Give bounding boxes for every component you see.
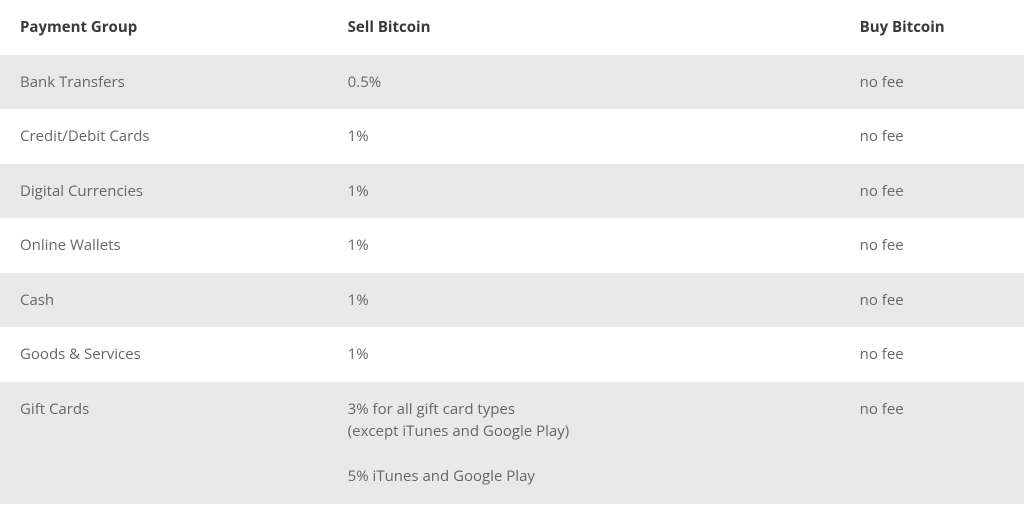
cell-sell: 3% for all gift card types (except iTune… bbox=[328, 382, 840, 504]
cell-buy: no fee bbox=[840, 327, 1024, 382]
table-row: Digital Currencies 1% no fee bbox=[0, 164, 1024, 219]
cell-sell: 1% bbox=[328, 273, 840, 328]
col-header-sell-bitcoin: Sell Bitcoin bbox=[328, 0, 840, 55]
col-header-payment-group: Payment Group bbox=[0, 0, 328, 55]
fee-table: Payment Group Sell Bitcoin Buy Bitcoin B… bbox=[0, 0, 1024, 504]
table-row: Cash 1% no fee bbox=[0, 273, 1024, 328]
cell-sell: 1% bbox=[328, 164, 840, 219]
table-row: Credit/Debit Cards 1% no fee bbox=[0, 109, 1024, 164]
cell-buy: no fee bbox=[840, 55, 1024, 110]
table-header-row: Payment Group Sell Bitcoin Buy Bitcoin bbox=[0, 0, 1024, 55]
cell-payment-group: Bank Transfers bbox=[0, 55, 328, 110]
table-row: Bank Transfers 0.5% no fee bbox=[0, 55, 1024, 110]
col-header-buy-bitcoin: Buy Bitcoin bbox=[840, 0, 1024, 55]
cell-sell: 1% bbox=[328, 218, 840, 273]
cell-buy: no fee bbox=[840, 382, 1024, 504]
cell-sell: 1% bbox=[328, 327, 840, 382]
cell-payment-group: Credit/Debit Cards bbox=[0, 109, 328, 164]
cell-buy: no fee bbox=[840, 273, 1024, 328]
table-row: Goods & Services 1% no fee bbox=[0, 327, 1024, 382]
cell-sell: 0.5% bbox=[328, 55, 840, 110]
cell-sell: 1% bbox=[328, 109, 840, 164]
cell-buy: no fee bbox=[840, 109, 1024, 164]
cell-payment-group: Cash bbox=[0, 273, 328, 328]
table-row: Online Wallets 1% no fee bbox=[0, 218, 1024, 273]
cell-payment-group: Goods & Services bbox=[0, 327, 328, 382]
cell-payment-group: Online Wallets bbox=[0, 218, 328, 273]
cell-payment-group: Digital Currencies bbox=[0, 164, 328, 219]
cell-buy: no fee bbox=[840, 164, 1024, 219]
cell-buy: no fee bbox=[840, 218, 1024, 273]
table-row: Gift Cards 3% for all gift card types (e… bbox=[0, 382, 1024, 504]
cell-payment-group: Gift Cards bbox=[0, 382, 328, 504]
